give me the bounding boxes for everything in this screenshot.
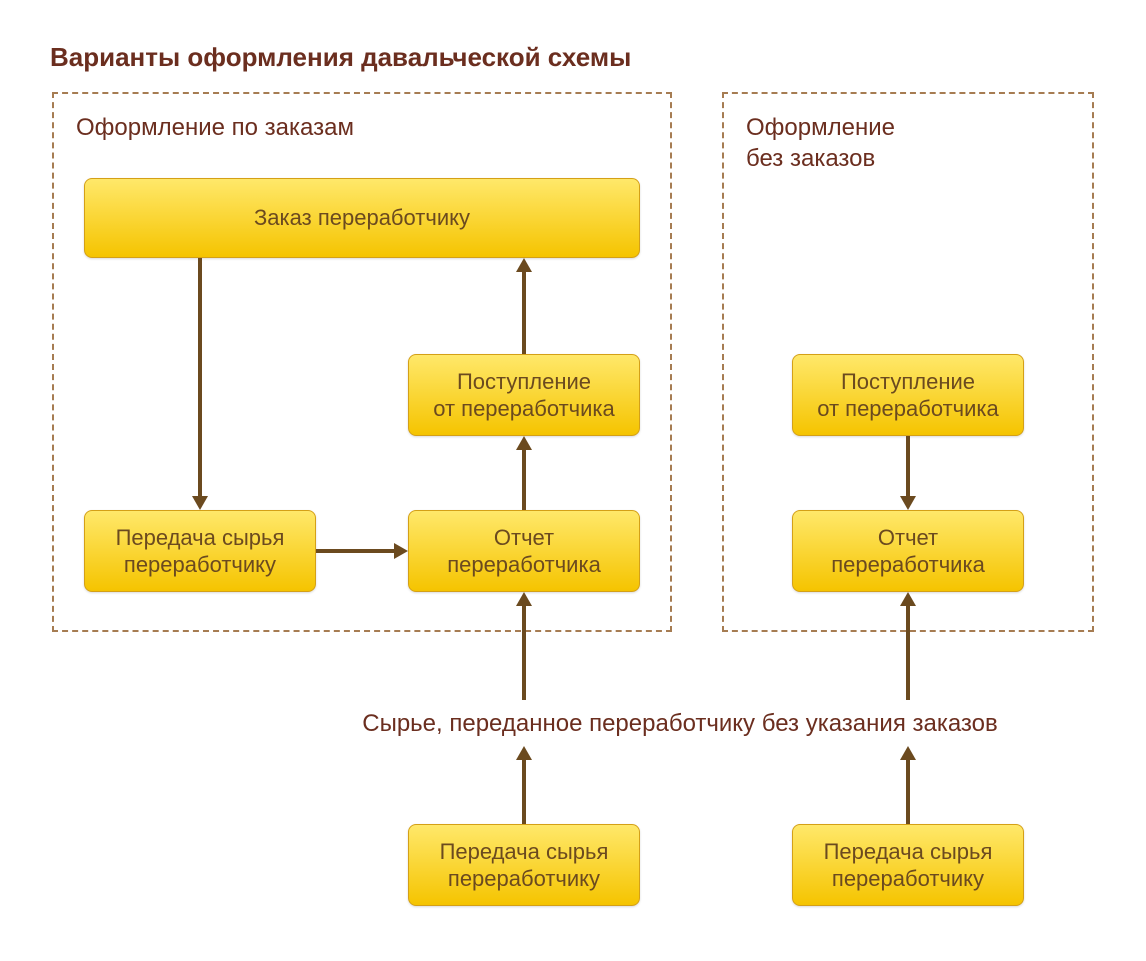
diagram-title: Варианты оформления давальческой схемы [50, 42, 631, 73]
arrow-head-up-icon [516, 746, 532, 760]
node-receipt-2: Поступлениеот переработчика [792, 354, 1024, 436]
node-transfer-raw-bottom-2: Передача сырьяпереработчику [792, 824, 1024, 906]
arrow-head-up-icon [516, 258, 532, 272]
node-order-processor: Заказ переработчику [84, 178, 640, 258]
arrow-head-up-icon [900, 746, 916, 760]
arrow-head-right-icon [394, 543, 408, 559]
group-orders-label: Оформление по заказам [76, 112, 354, 143]
node-report-1: Отчетпереработчика [408, 510, 640, 592]
node-transfer-raw-1: Передача сырьяпереработчику [84, 510, 316, 592]
node-receipt-1: Поступлениеот переработчика [408, 354, 640, 436]
group-no-orders-label: Оформлениебез заказов [746, 112, 895, 174]
arrow-line [522, 758, 526, 824]
arrow-line [522, 448, 526, 510]
arrow-line [198, 258, 202, 498]
arrow-line [522, 270, 526, 354]
arrow-head-up-icon [516, 592, 532, 606]
arrow-head-down-icon [900, 496, 916, 510]
arrow-line [316, 549, 396, 553]
arrow-line [906, 604, 910, 700]
arrow-line [522, 604, 526, 700]
node-report-2: Отчетпереработчика [792, 510, 1024, 592]
arrow-head-up-icon [900, 592, 916, 606]
node-transfer-raw-bottom-1: Передача сырьяпереработчику [408, 824, 640, 906]
arrow-head-down-icon [192, 496, 208, 510]
caption-text: Сырье, переданное переработчику без указ… [300, 710, 1060, 738]
arrow-line [906, 436, 910, 498]
arrow-line [906, 758, 910, 824]
arrow-head-up-icon [516, 436, 532, 450]
diagram-canvas: Варианты оформления давальческой схемы О… [0, 0, 1146, 961]
